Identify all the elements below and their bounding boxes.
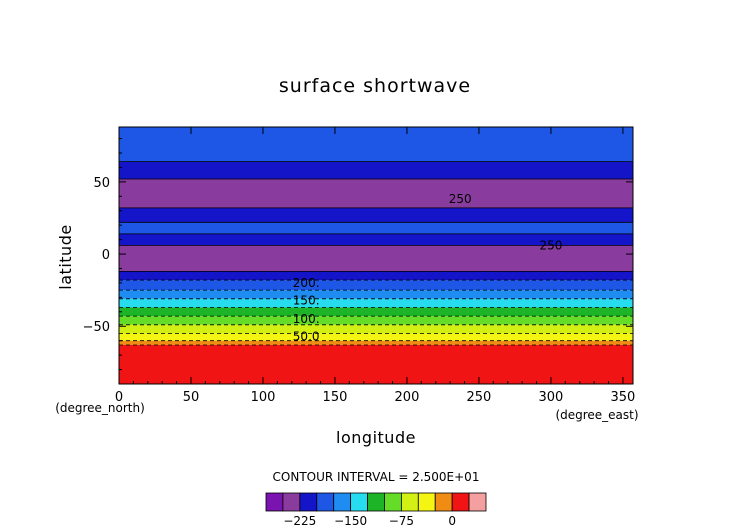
colorbar-cell: [384, 492, 402, 512]
contour-band: [119, 290, 633, 299]
colorbar-tick-label: −75: [389, 514, 414, 528]
plot-frame: [118, 126, 634, 385]
x-tick-label: 350: [611, 390, 636, 405]
x-tick-label: 200: [395, 390, 420, 405]
x-axis: 0 50 100 150 200 250 300 350: [115, 127, 635, 405]
contour-band: [119, 345, 633, 384]
colorbar-cell: [350, 492, 368, 512]
x-tick-label: 100: [251, 390, 276, 405]
x-tick-label: 0: [115, 390, 123, 405]
colorbar-cell: [367, 492, 385, 512]
y-tick-label: 0: [102, 248, 110, 263]
colorbar-cell: [451, 492, 470, 512]
contour-band: [119, 298, 633, 308]
x-tick-label: 300: [539, 390, 564, 405]
colorbar-tick-label: −150: [334, 514, 367, 528]
colorbar-cell: [333, 492, 352, 512]
contour-band: [119, 271, 633, 281]
contour-band: [119, 280, 633, 291]
x-axis-label: longitude: [336, 428, 416, 447]
colorbar-cell: [468, 492, 487, 512]
colorbar: −225 −150 −75 0: [265, 492, 487, 528]
y-tick-label: 50: [93, 176, 110, 191]
contour-band: [119, 333, 633, 341]
colorbar-cell: [265, 492, 284, 512]
x-unit-label: (degree_east): [555, 408, 638, 422]
colorbar-cell: [299, 492, 318, 512]
contour-band: [119, 207, 633, 223]
colorbar-tick-label: 0: [448, 514, 456, 528]
contour-band: [119, 222, 633, 234]
y-unit-label: (degree_north): [55, 401, 145, 415]
contour-label: 250: [539, 238, 562, 252]
x-tick-label: 250: [467, 390, 492, 405]
contour-band: [119, 178, 633, 208]
y-axis: −50 0 50: [83, 138, 633, 371]
contour-band: [119, 324, 633, 334]
colorbar-cell: [282, 492, 301, 512]
colorbar-cell: [400, 492, 419, 512]
y-tick-label: −50: [83, 320, 110, 335]
x-tick-label: 50: [183, 390, 200, 405]
contour-interval-text: CONTOUR INTERVAL = 2.500E+01: [273, 470, 480, 484]
contour-band: [119, 340, 633, 346]
contour-labels: 200. 150. 100. 50.0 250 250: [293, 192, 563, 343]
contour-band: [119, 161, 633, 179]
contour-band: [119, 316, 633, 325]
colorbar-cell: [316, 492, 335, 512]
contour-label: 100.: [293, 312, 320, 326]
chart-title: surface shortwave: [279, 75, 471, 97]
contour-band: [119, 127, 633, 162]
contour-label: 50.0: [293, 329, 320, 343]
colorbar-tick-label: −225: [283, 514, 316, 528]
contour-label: 150.: [293, 293, 320, 307]
contour-fill: [119, 127, 633, 384]
contour-band: [119, 307, 633, 317]
colorbar-cell: [417, 492, 436, 512]
contour-band: [119, 245, 633, 272]
contour-band: [119, 233, 633, 246]
y-axis-label: latitude: [56, 224, 75, 289]
colorbar-cell: [434, 492, 453, 512]
x-tick-label: 150: [323, 390, 348, 405]
contour-label: 200.: [293, 276, 320, 290]
contour-label: 250: [449, 192, 472, 206]
contour-lines: [119, 161, 633, 346]
